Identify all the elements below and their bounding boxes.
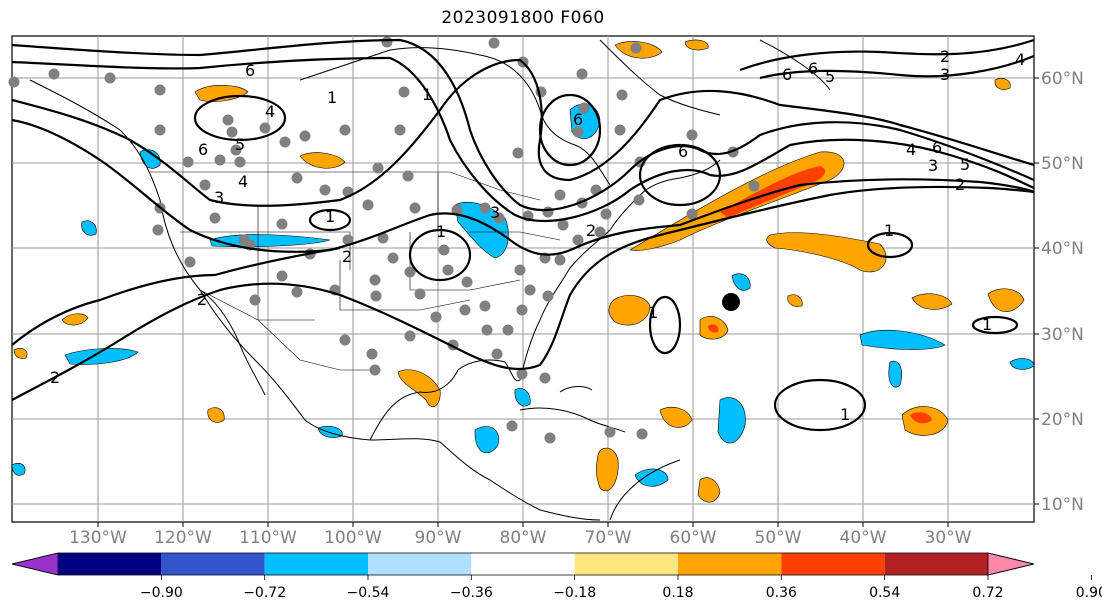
contour-label: 2 [342, 247, 352, 266]
contour-label: 2 [940, 47, 950, 66]
contour-label: 2 [50, 368, 60, 387]
colorbar-tick-label: −0.54 [347, 585, 390, 601]
colorbar-outline [11, 552, 1035, 576]
lon-label: 40°W [840, 528, 887, 548]
contour-label: 6 [573, 110, 583, 129]
graticule [12, 36, 1034, 522]
colorbar-segment [58, 553, 162, 575]
lon-label: 130°W [69, 528, 127, 548]
colorbar-tick-label: −0.36 [450, 585, 493, 601]
tick-marks [97, 77, 1039, 527]
contour-label: 2 [955, 175, 965, 194]
contour-label: 3 [214, 188, 224, 207]
station-dots [8, 36, 760, 444]
contour-label: 6 [782, 65, 792, 84]
contour-label: 6 [808, 59, 818, 78]
colorbar-tick-label: −0.72 [243, 585, 286, 601]
lat-label: 20°N [1041, 410, 1084, 430]
contour-label: 1 [325, 207, 335, 226]
contour-label: 2 [197, 290, 207, 309]
contour-label: 1 [436, 222, 446, 241]
colorbar-tick-label: −0.18 [553, 585, 596, 601]
storm-center-marker [722, 293, 740, 311]
contour-label: 1 [327, 88, 337, 107]
contour-label: 2 [586, 221, 596, 240]
contour-label: 5 [235, 135, 245, 154]
colorbar-tick-label: 0.54 [869, 585, 900, 601]
lon-label: 60°W [670, 528, 717, 548]
lon-label-group: 130°W 120°W 110°W 100°W 90°W 80°W 70°W 6… [69, 528, 972, 548]
colorbar-segment [574, 553, 678, 575]
contour-label: 4 [906, 140, 916, 159]
colorbar-segment [678, 553, 782, 575]
contour-label: 1 [648, 303, 658, 322]
lon-label: 80°W [500, 528, 547, 548]
contour-label: 4 [238, 172, 248, 191]
colorbar-extend-low [11, 552, 59, 576]
colorbar-segment [368, 553, 472, 575]
colorbar-tick-label: 0.18 [662, 585, 693, 601]
lat-label: 40°N [1041, 239, 1084, 259]
lon-label: 70°W [585, 528, 632, 548]
colorbar-segment [264, 553, 368, 575]
contour-label: 5 [960, 155, 970, 174]
coastlines [29, 39, 831, 521]
colorbar-extend-high [987, 552, 1035, 576]
lon-label: 90°W [415, 528, 462, 548]
colorbar-tick-label: 0.36 [766, 585, 797, 601]
colorbar-segment [471, 553, 575, 575]
contour-label: 4 [1015, 50, 1025, 69]
plot-title: 2023091800 F060 [441, 8, 605, 28]
lat-label: 10°N [1041, 495, 1084, 515]
contour-label: 3 [490, 203, 500, 222]
contour-label: 6 [932, 138, 942, 157]
contour-label: 6 [678, 142, 688, 161]
contour-label: 3 [928, 156, 938, 175]
colorbar-tick-label: 0.90 [1076, 585, 1102, 601]
lat-label: 60°N [1041, 69, 1084, 89]
contour-label: 1 [422, 85, 432, 104]
contour-label: 6 [245, 61, 255, 80]
colorbar-segment [781, 553, 885, 575]
contour-label: 4 [265, 102, 275, 121]
colorbar-segment [884, 553, 988, 575]
contour-label: 1 [840, 405, 850, 424]
colorbar-segment [161, 553, 265, 575]
colorbar-tick-label: 0.72 [972, 585, 1003, 601]
lat-label: 30°N [1041, 325, 1084, 345]
lat-label-group: 10°N 20°N 30°N 40°N 50°N 60°N [1041, 69, 1084, 515]
contour-label: 5 [825, 67, 835, 86]
contour-label: 6 [198, 140, 208, 159]
contour-lines [11, 38, 1035, 432]
lon-label: 30°W [925, 528, 972, 548]
contour-label: 3 [940, 65, 950, 84]
colorbar [11, 552, 1092, 580]
lon-label: 100°W [324, 528, 382, 548]
colorbar-tick-label: −0.90 [140, 585, 183, 601]
contour-label: 1 [982, 315, 992, 334]
contour-label: 1 [884, 221, 894, 240]
lon-label: 120°W [154, 528, 212, 548]
lon-label: 110°W [239, 528, 297, 548]
lon-label: 50°W [755, 528, 802, 548]
lat-label: 50°N [1041, 154, 1084, 174]
contour-label-group: 6 4 5 6 4 3 2 1 1 2 1 6 6 6 1 5 4 6 3 2 … [50, 47, 1025, 424]
colorbar-ticks: −0.90 −0.72 −0.54 −0.36 −0.18 0.18 0.36 0.54 0.7… [140, 585, 1102, 601]
